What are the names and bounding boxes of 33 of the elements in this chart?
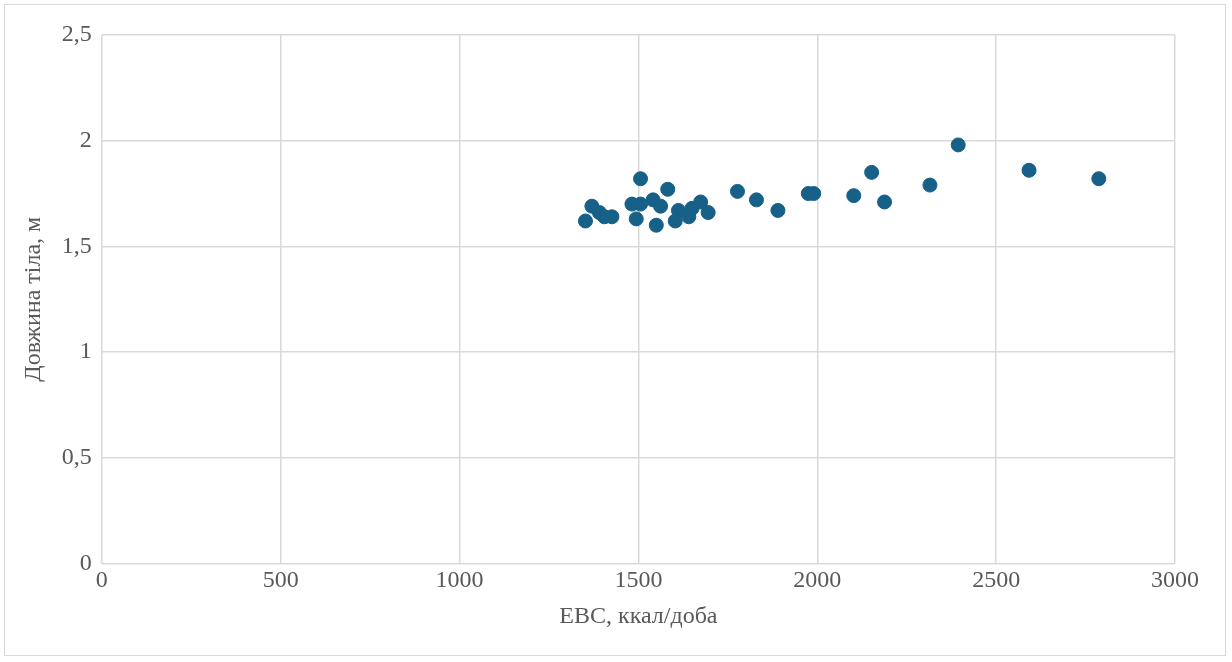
point (628, 211, 644, 227)
point (660, 181, 676, 197)
point (846, 188, 862, 204)
point (770, 202, 786, 218)
point (1091, 171, 1107, 187)
x-tick-label: 1000 (435, 566, 484, 593)
y-axis-title: Довжина тіла, м (18, 216, 45, 382)
y-tick-label: 0 (79, 548, 92, 575)
point (648, 217, 664, 233)
point (877, 194, 893, 210)
point (670, 202, 686, 218)
point (700, 205, 716, 221)
point (633, 171, 649, 187)
y-tick-label: 1 (79, 337, 92, 364)
y-tick-label: 2,5 (61, 20, 92, 47)
point (922, 177, 938, 193)
x-axis-title: ЕВС, ккал/доба (559, 601, 718, 628)
y-tick-label: 2 (79, 125, 92, 152)
x-tick-label: 3000 (1151, 566, 1199, 593)
x-tick-label: 2000 (793, 566, 842, 593)
point (864, 164, 880, 180)
point (1021, 162, 1037, 178)
point (748, 192, 764, 208)
point (577, 213, 593, 229)
y-tick-label: 0,5 (61, 443, 92, 470)
point (653, 198, 669, 214)
x-tick-label: 1500 (614, 566, 663, 593)
point (729, 183, 745, 199)
x-tick-label: 2500 (972, 566, 1021, 593)
point (693, 194, 709, 210)
y-tick-label: 1,5 (61, 231, 92, 258)
x-tick-label: 500 (262, 566, 299, 593)
point (950, 137, 966, 153)
